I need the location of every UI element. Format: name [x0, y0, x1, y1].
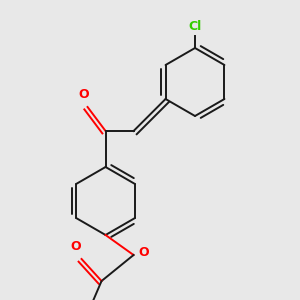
- Text: Cl: Cl: [188, 20, 202, 32]
- Text: O: O: [138, 247, 149, 260]
- Text: O: O: [70, 241, 81, 254]
- Text: O: O: [78, 88, 89, 101]
